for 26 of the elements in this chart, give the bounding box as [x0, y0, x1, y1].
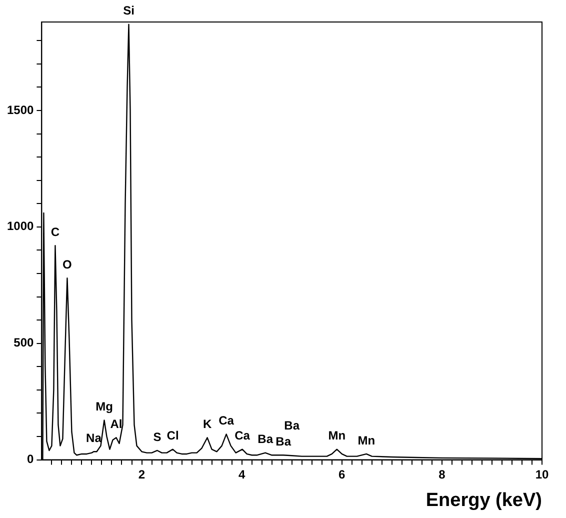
annotation: Ba [258, 432, 274, 446]
annotation: Mg [96, 400, 113, 414]
annotation: C [50, 224, 60, 239]
y-tick-label: 1000 [6, 219, 34, 234]
y-tick-label: 1500 [6, 102, 34, 117]
annotation: Mn [358, 433, 376, 448]
annotation: Mn [328, 428, 346, 443]
annotation: Ca [218, 413, 234, 428]
annotation: Ba [276, 434, 292, 448]
annotation: O [62, 257, 72, 272]
annotation: Ba [284, 418, 300, 432]
x-tick-label: 6 [338, 467, 346, 482]
annotation: Al [110, 416, 122, 431]
annotation: Si [123, 4, 134, 18]
annotation: K [202, 416, 212, 431]
x-tick-label: 4 [238, 467, 246, 482]
y-tick-label: 0 [27, 452, 34, 466]
annotation: Ca [234, 428, 250, 443]
x-tick-label: 8 [438, 467, 446, 482]
annotation: Na [86, 430, 102, 445]
annotation: S [153, 430, 162, 444]
annotation: Cl [166, 428, 179, 443]
y-tick-label: 500 [14, 336, 34, 350]
x-tick-label: 10 [535, 467, 549, 482]
x-axis-title: Energy (keV) [426, 490, 542, 511]
x-tick-label: 2 [138, 467, 146, 482]
